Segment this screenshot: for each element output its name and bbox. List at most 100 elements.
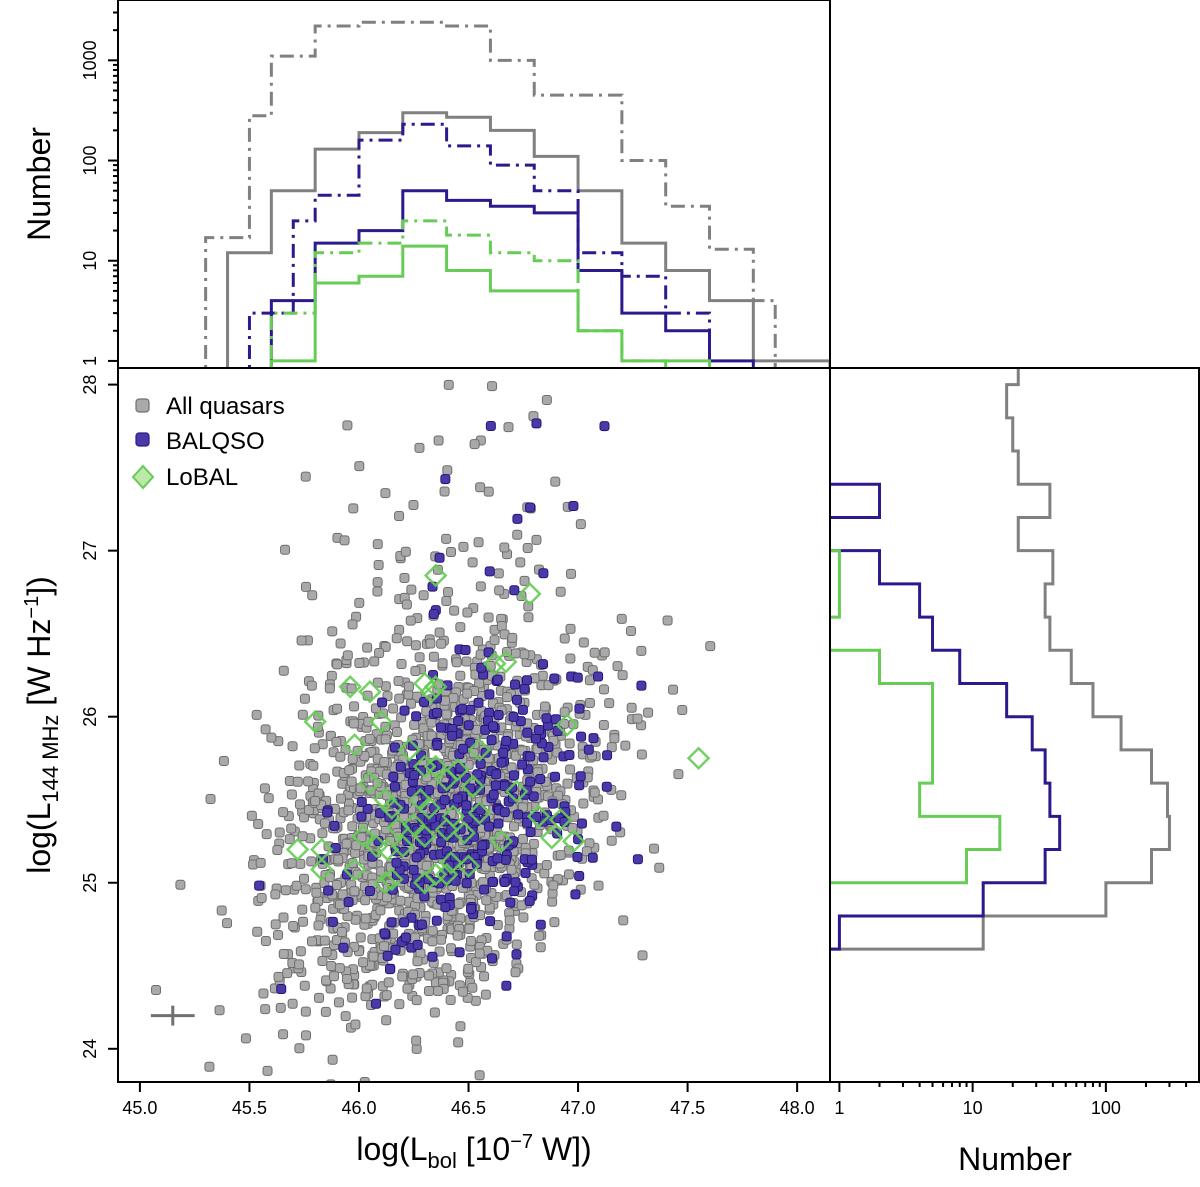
point-all-quasar <box>437 314 446 323</box>
point-all-quasar <box>297 916 308 927</box>
point-balqso <box>510 877 521 888</box>
point-all-quasar <box>612 661 623 672</box>
point-all-quasar <box>310 902 321 913</box>
point-all-quasar <box>372 677 383 688</box>
point-all-quasar <box>531 534 542 545</box>
point-all-quasar <box>273 929 284 940</box>
point-all-quasar <box>467 557 478 568</box>
point-balqso <box>407 740 418 751</box>
point-balqso <box>475 758 486 769</box>
point-balqso <box>524 896 535 907</box>
point-all-quasar <box>472 636 483 647</box>
point-balqso <box>461 878 472 889</box>
right-x-tick-label: 10 <box>963 1098 983 1118</box>
point-all-quasar <box>448 693 459 704</box>
point-balqso <box>491 769 502 780</box>
point-lobal <box>434 862 459 887</box>
point-balqso <box>525 751 536 762</box>
point-all-quasar <box>662 615 673 626</box>
point-all-quasar <box>541 395 552 406</box>
point-all-quasar <box>473 537 484 548</box>
point-balqso <box>400 932 411 943</box>
point-all-quasar <box>437 658 448 669</box>
point-all-quasar <box>418 590 429 601</box>
point-all-quasar <box>424 970 435 981</box>
point-all-quasar <box>395 895 406 906</box>
point-balqso <box>384 964 395 975</box>
point-all-quasar <box>372 586 383 597</box>
point-all-quasar <box>327 626 338 637</box>
point-all-quasar <box>335 751 346 762</box>
point-all-quasar <box>313 920 324 931</box>
point-balqso <box>436 837 447 848</box>
point-balqso <box>541 713 552 724</box>
point-all-quasar <box>510 648 521 659</box>
point-all-quasar <box>487 381 498 392</box>
point-balqso <box>500 854 511 865</box>
point-all-quasar <box>506 864 517 875</box>
point-balqso <box>453 716 464 727</box>
point-all-quasar <box>455 337 464 346</box>
point-all-quasar <box>575 519 586 530</box>
point-balqso <box>476 662 487 673</box>
point-all-quasar <box>455 622 466 633</box>
point-all-quasar <box>400 546 411 557</box>
point-balqso <box>636 680 647 691</box>
point-all-quasar <box>300 471 311 482</box>
point-all-quasar <box>509 821 520 832</box>
main-y-axis-title: log(L144 MHz [W Hz−1]) <box>21 576 63 874</box>
point-all-quasar <box>457 986 468 997</box>
point-balqso <box>399 917 410 928</box>
point-all-quasar <box>347 821 358 832</box>
point-all-quasar <box>405 615 416 626</box>
point-balqso <box>522 727 533 738</box>
point-lobal <box>423 862 448 887</box>
point-balqso <box>390 781 401 792</box>
point-balqso <box>499 876 510 887</box>
point-balqso <box>537 659 548 670</box>
point-lobal <box>412 824 437 849</box>
point-lobal <box>518 582 542 606</box>
point-all-quasar <box>335 793 346 804</box>
point-lobal <box>456 854 481 878</box>
point-balqso <box>485 420 496 431</box>
point-all-quasar <box>519 575 530 586</box>
point-all-quasar <box>278 665 289 676</box>
point-all-quasar <box>299 693 310 704</box>
point-balqso <box>508 711 519 722</box>
point-all-quasar <box>443 379 454 390</box>
point-all-quasar <box>342 650 353 661</box>
point-all-quasar <box>297 904 308 915</box>
point-all-quasar <box>550 476 561 487</box>
point-all-quasar <box>441 709 452 720</box>
point-lobal <box>412 870 437 895</box>
point-balqso <box>434 552 445 563</box>
point-balqso <box>377 697 388 708</box>
point-all-quasar <box>361 983 372 994</box>
point-all-quasar <box>396 659 407 670</box>
point-all-quasar <box>618 915 629 926</box>
point-all-quasar <box>626 702 637 713</box>
point-all-quasar <box>510 967 521 978</box>
point-balqso <box>411 852 422 863</box>
point-balqso <box>587 852 598 863</box>
point-all-quasar <box>445 995 456 1006</box>
point-all-quasar <box>204 1061 215 1072</box>
point-balqso <box>484 821 495 832</box>
point-all-quasar <box>343 805 354 816</box>
point-balqso <box>440 901 451 912</box>
point-all-quasar <box>272 845 283 856</box>
point-lobal <box>686 746 711 770</box>
point-lobal <box>417 796 441 820</box>
point-balqso <box>534 725 545 736</box>
point-all-quasar <box>335 638 346 649</box>
point-lobal <box>483 651 507 676</box>
point-all-quasar <box>347 1088 356 1097</box>
point-balqso <box>427 951 438 962</box>
point-all-quasar <box>337 889 348 900</box>
point-all-quasar <box>381 990 392 1001</box>
point-all-quasar <box>402 983 413 994</box>
point-balqso <box>343 896 354 907</box>
point-balqso <box>488 789 499 800</box>
point-balqso <box>576 731 587 742</box>
